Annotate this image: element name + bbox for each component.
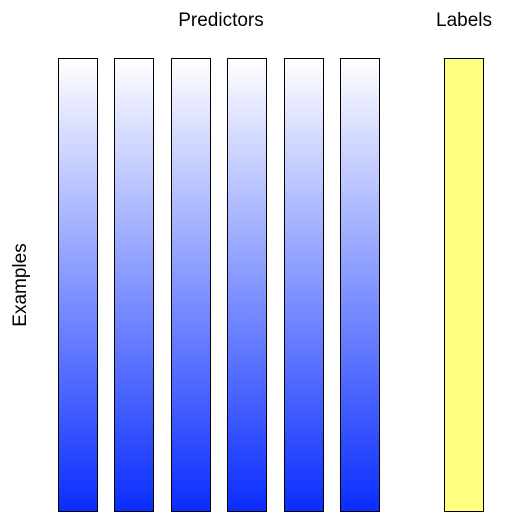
predictor-column-5	[284, 58, 324, 512]
examples-axis-label: Examples	[10, 243, 31, 327]
predictor-column-3	[171, 58, 211, 512]
predictor-column-6	[340, 58, 380, 512]
label-column	[444, 58, 484, 512]
predictor-column-4	[227, 58, 267, 512]
predictor-column-1	[58, 58, 98, 512]
predictor-column-2	[114, 58, 154, 512]
labels-heading: Labels	[436, 10, 492, 31]
predictors-heading: Predictors	[178, 10, 264, 31]
